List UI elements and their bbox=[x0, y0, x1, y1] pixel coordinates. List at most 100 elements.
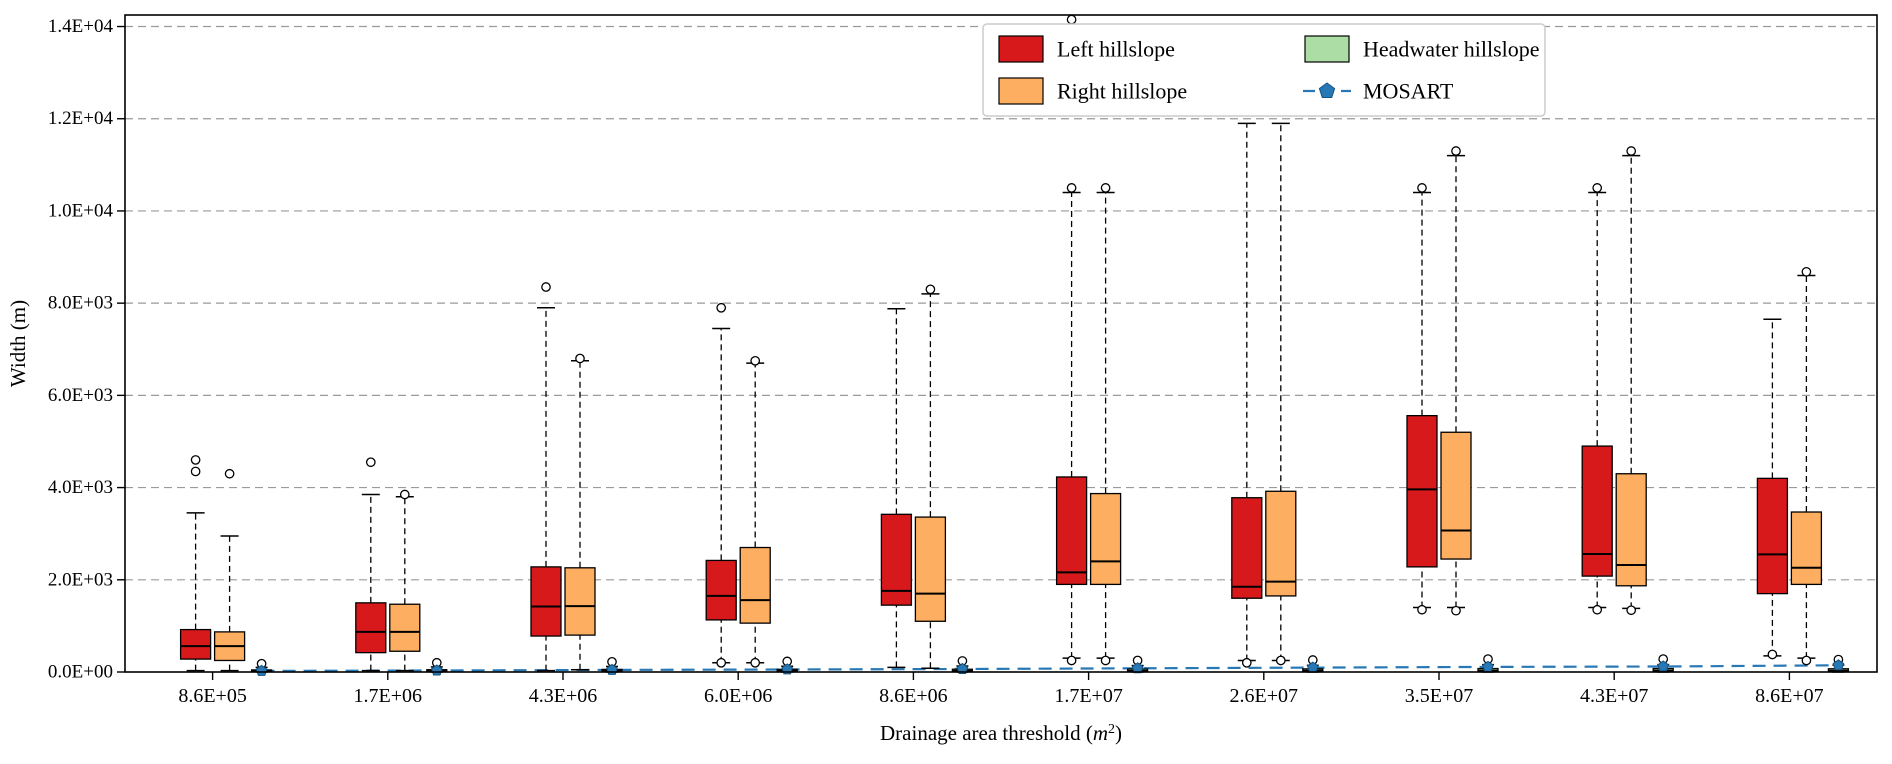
box-6.0E+06 bbox=[739, 355, 771, 668]
gridlines bbox=[125, 25, 1877, 581]
box-1.7E+07 bbox=[1055, 14, 1088, 666]
outlier-point bbox=[399, 489, 410, 500]
iqr-box bbox=[1055, 476, 1088, 586]
box-3.5E+07 bbox=[1406, 183, 1438, 615]
iqr-box bbox=[1615, 473, 1647, 587]
iqr-box bbox=[1265, 490, 1297, 597]
outlier-point bbox=[541, 282, 551, 292]
outlier-point bbox=[716, 302, 727, 313]
iqr-box bbox=[389, 603, 421, 652]
legend-label: Headwater hillslope bbox=[1363, 37, 1540, 62]
outlier-point bbox=[1100, 183, 1111, 193]
legend-patch bbox=[998, 77, 1044, 105]
iqr-box bbox=[1790, 511, 1823, 586]
x-tick-label: 4.3E+07 bbox=[1580, 685, 1649, 707]
outlier-point bbox=[1451, 605, 1461, 616]
outlier-point bbox=[750, 657, 761, 668]
outlier-point bbox=[1626, 605, 1637, 616]
legend-label: Right hillslope bbox=[1057, 79, 1187, 104]
box-1.7E+06 bbox=[355, 457, 387, 672]
legend-label: MOSART bbox=[1363, 79, 1454, 104]
outlier-point bbox=[1417, 604, 1427, 615]
iqr-box bbox=[1231, 497, 1263, 599]
legend-pentagon-icon bbox=[1318, 82, 1336, 98]
iqr-box bbox=[1581, 445, 1613, 577]
box-4.3E+07 bbox=[1615, 146, 1647, 616]
series-right-hillslope bbox=[213, 122, 1823, 672]
x-tick-label: 6.0E+06 bbox=[704, 685, 773, 707]
x-tick-label: 1.7E+07 bbox=[1054, 685, 1123, 707]
box-4.3E+06 bbox=[564, 353, 596, 671]
iqr-box bbox=[1440, 431, 1472, 560]
y-tick-label: 0.0E+00 bbox=[48, 662, 113, 683]
box-2.6E+07 bbox=[1265, 122, 1297, 666]
x-tick-label: 8.6E+06 bbox=[879, 685, 948, 707]
box-1.7E+06 bbox=[389, 489, 421, 672]
mosart-marker bbox=[956, 662, 969, 674]
outlier-point bbox=[190, 455, 201, 465]
x-axis-label: Drainage area threshold (m2) bbox=[880, 721, 1122, 745]
x-tick-label: 8.6E+07 bbox=[1755, 685, 1824, 707]
y-tick-label: 1.4E+04 bbox=[48, 16, 114, 37]
outlier-point bbox=[1275, 655, 1286, 666]
iqr-box bbox=[1406, 415, 1438, 568]
y-tick-label: 2.0E+03 bbox=[48, 569, 113, 590]
box-8.6E+05 bbox=[213, 468, 246, 672]
outlier-point bbox=[1100, 655, 1111, 666]
mosart-marker bbox=[1306, 661, 1319, 673]
x-tick-label: 4.3E+06 bbox=[529, 685, 598, 707]
y-axis-label: Width (m) bbox=[6, 300, 30, 387]
x-tick-label: 3.5E+07 bbox=[1405, 685, 1474, 707]
legend-label: Left hillslope bbox=[1057, 37, 1175, 62]
box-8.6E+05 bbox=[179, 455, 212, 672]
outlier-point bbox=[1451, 146, 1461, 156]
box-3.5E+07 bbox=[1440, 146, 1472, 616]
box-8.6E+06 bbox=[914, 284, 947, 670]
box-4.3E+07 bbox=[1581, 183, 1613, 615]
box-2.6E+07 bbox=[1231, 122, 1263, 668]
y-tick-label: 1.0E+04 bbox=[48, 200, 114, 221]
mosart-marker bbox=[1832, 659, 1845, 671]
outlier-point bbox=[750, 355, 761, 366]
outlier-point bbox=[1626, 146, 1637, 156]
box-4.3E+06 bbox=[530, 282, 562, 672]
axes-frame bbox=[124, 14, 1878, 673]
iqr-box bbox=[179, 628, 212, 660]
outlier-point bbox=[1592, 183, 1603, 193]
axes: 0.0E+00 2.0E+03 4.0E+03 6.0E+03 8.0E+03 1.0E+… bbox=[6, 14, 1878, 745]
iqr-box bbox=[530, 566, 562, 637]
outlier-point bbox=[224, 468, 235, 479]
outlier-point bbox=[1767, 649, 1778, 660]
outlier-point bbox=[716, 657, 727, 668]
legend-patch bbox=[1304, 35, 1350, 63]
iqr-box bbox=[1089, 492, 1122, 586]
iqr-box bbox=[914, 516, 947, 622]
outlier-point bbox=[1066, 655, 1077, 666]
iqr-box bbox=[1756, 477, 1789, 595]
outlier-point bbox=[1592, 604, 1603, 615]
y-tick-label: 4.0E+03 bbox=[48, 477, 113, 498]
outlier-point bbox=[190, 466, 201, 477]
iqr-box bbox=[705, 559, 737, 621]
x-tick-label: 2.6E+07 bbox=[1230, 685, 1299, 707]
box-6.0E+06 bbox=[705, 302, 737, 668]
legend-patch bbox=[998, 35, 1044, 63]
outlier-point bbox=[1801, 655, 1812, 666]
y-tick-label: 8.0E+03 bbox=[48, 293, 113, 314]
box-8.6E+07 bbox=[1756, 318, 1789, 660]
outlier-point bbox=[1801, 266, 1812, 277]
box-8.6E+07 bbox=[1790, 266, 1823, 666]
series-left-hillslope bbox=[179, 14, 1789, 672]
x-tick-label: 1.7E+06 bbox=[354, 685, 423, 707]
mosart-line bbox=[261, 664, 1839, 673]
legend: Left hillslope Right hillslope Headwater h… bbox=[982, 23, 1546, 117]
outlier-point bbox=[1241, 657, 1252, 668]
mosart-marker bbox=[1482, 660, 1494, 672]
x-tick-label: 8.6E+05 bbox=[178, 685, 247, 707]
legend-box bbox=[982, 23, 1546, 117]
iqr-box bbox=[355, 602, 387, 654]
iqr-box bbox=[564, 567, 596, 636]
box-1.7E+07 bbox=[1089, 183, 1122, 666]
y-tick-label: 1.2E+04 bbox=[48, 108, 114, 129]
